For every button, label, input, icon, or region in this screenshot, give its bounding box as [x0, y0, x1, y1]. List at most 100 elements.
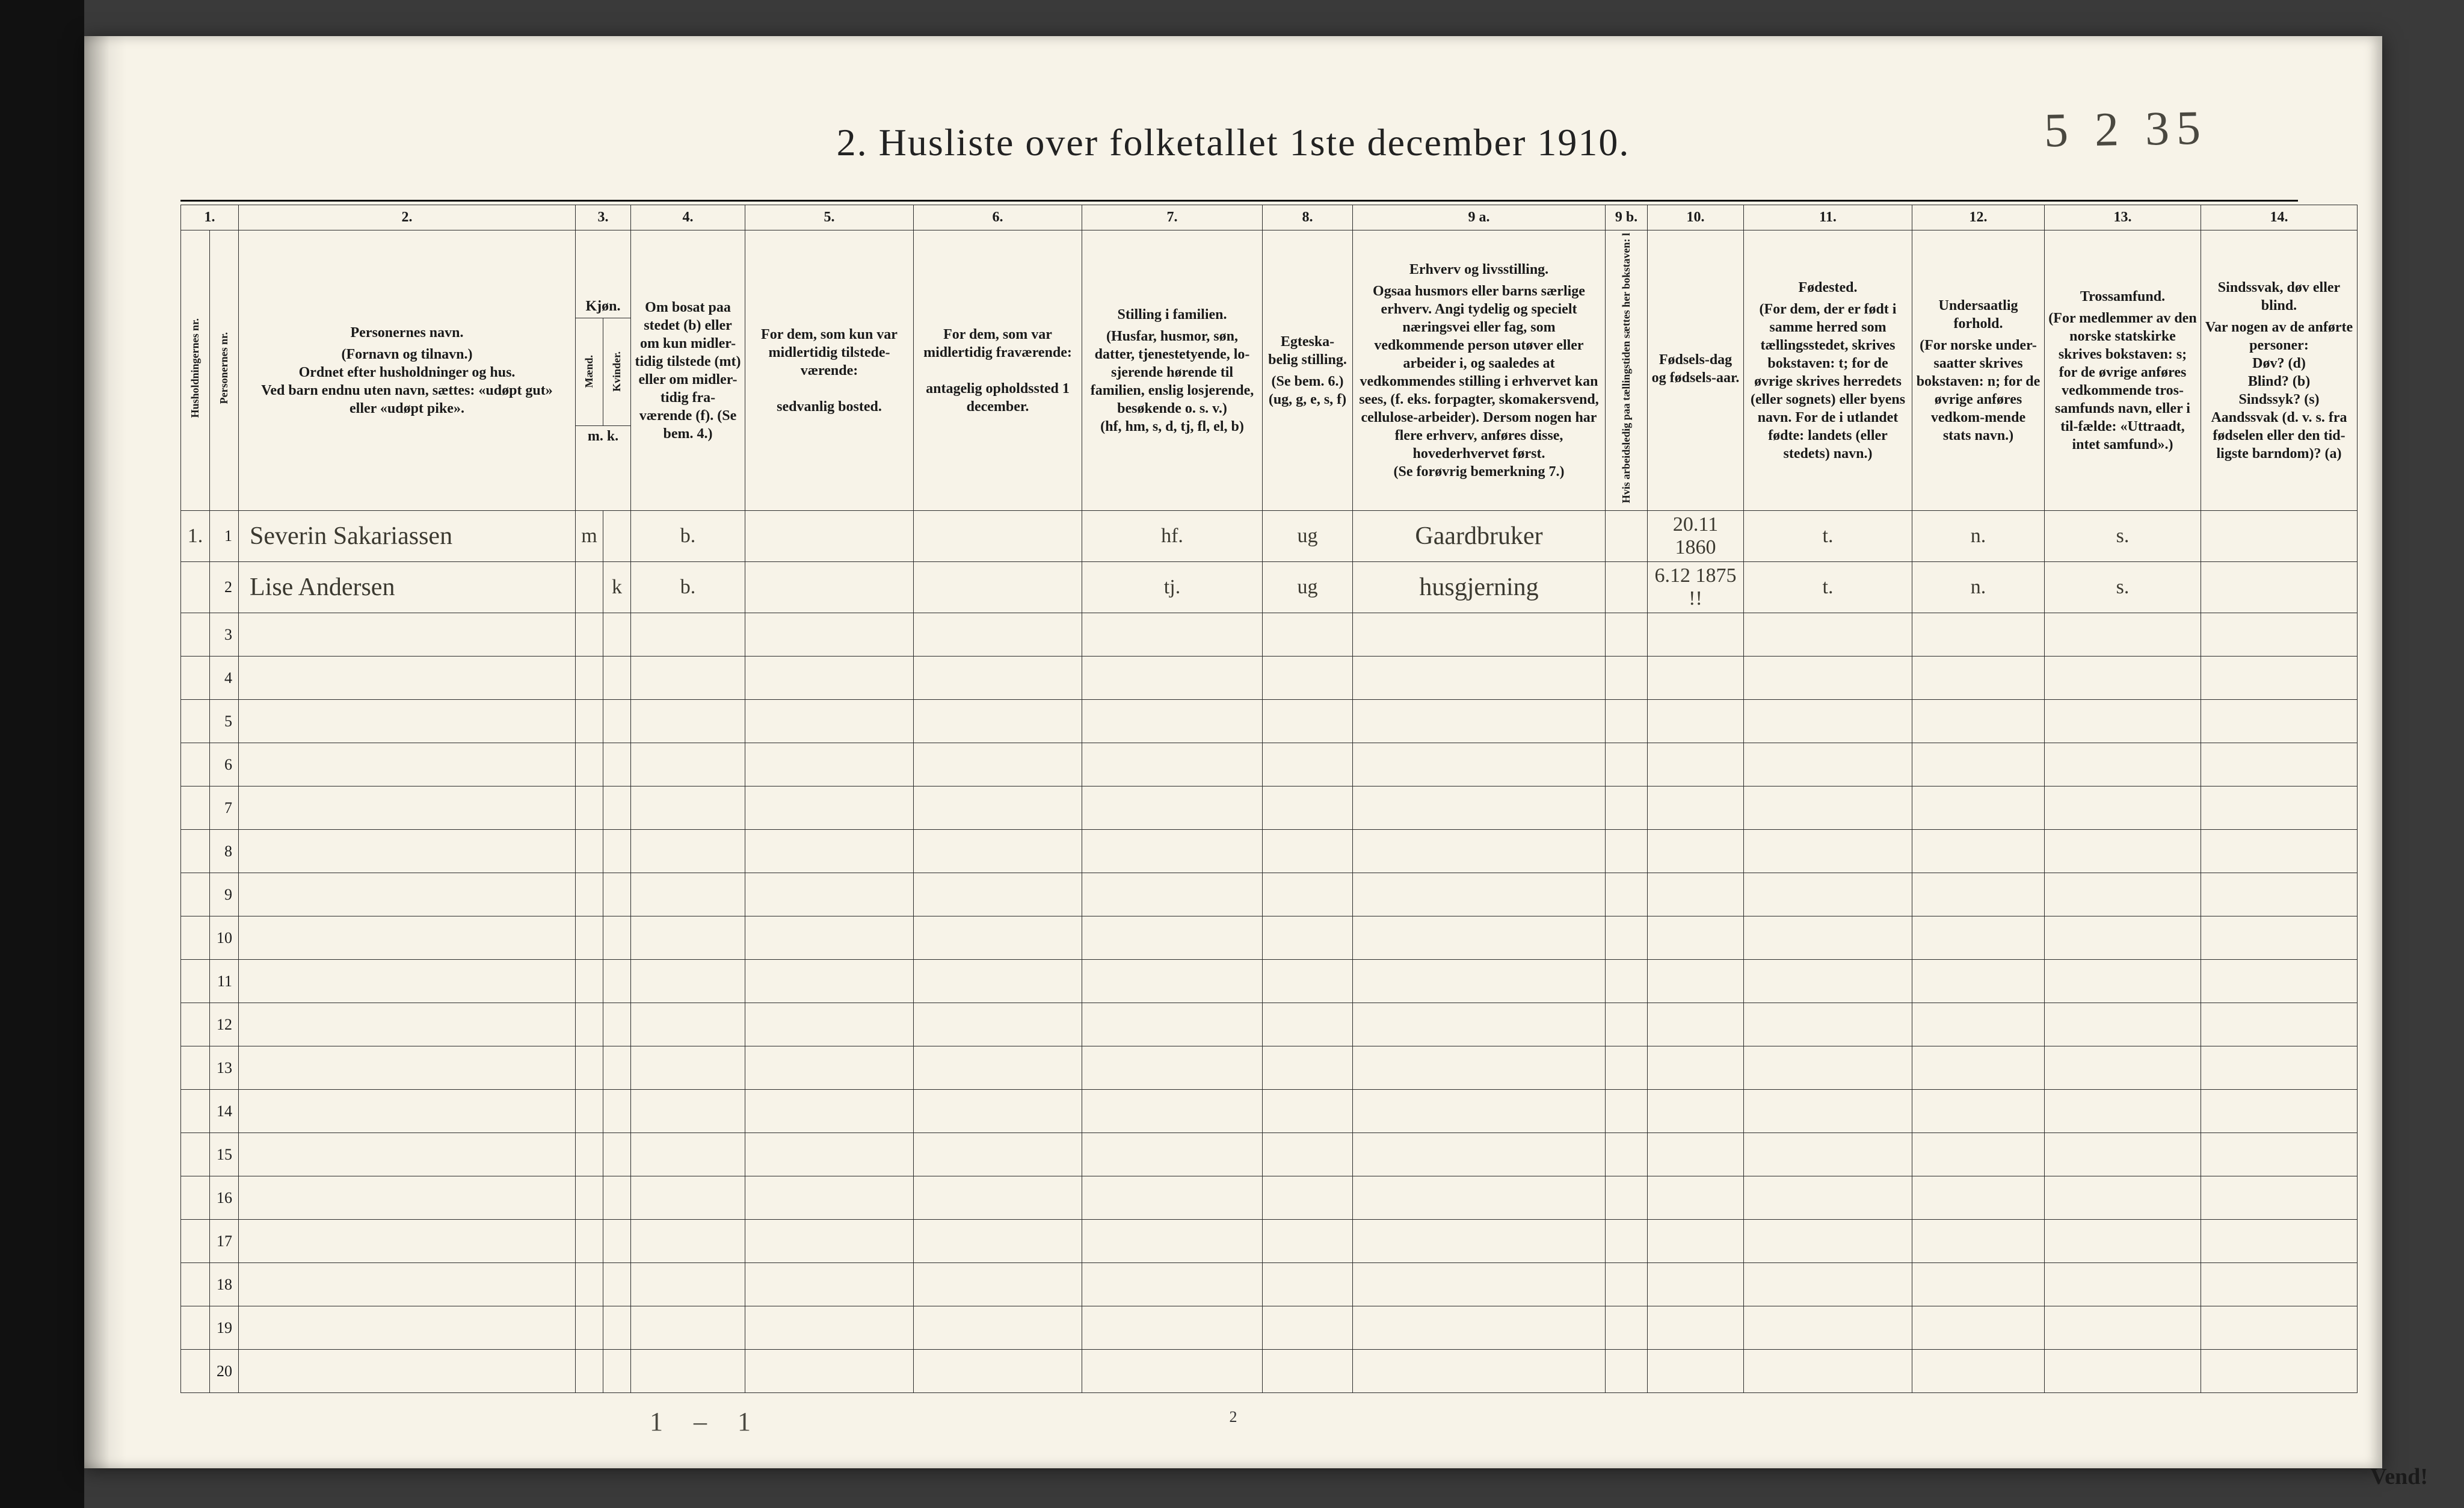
cell-household-number — [181, 916, 210, 960]
cell-erhverv — [1353, 657, 1606, 700]
cell-sex-male — [576, 700, 603, 743]
cell-fodested: t. — [1744, 562, 1912, 613]
cell-bosat — [631, 1046, 745, 1090]
cell-person-name — [239, 743, 576, 786]
cell-sex-female — [603, 1306, 631, 1350]
cell-opholdssted — [914, 830, 1082, 873]
hdr-3b-label: Kvinder. — [610, 351, 624, 392]
cell-sex-male — [576, 1350, 603, 1393]
cell-fodested — [1744, 960, 1912, 1003]
cell-egteskab — [1263, 916, 1353, 960]
cell-arbeidsledig — [1606, 1350, 1648, 1393]
cell-sex-male — [576, 830, 603, 873]
cell-stilling-familien — [1082, 1220, 1263, 1263]
cell-arbeidsledig — [1606, 1220, 1648, 1263]
cell-household-number — [181, 1046, 210, 1090]
cell-erhverv — [1353, 1176, 1606, 1220]
table-row: 16 — [181, 1176, 2358, 1220]
cell-person-number: 18 — [210, 1263, 239, 1306]
table-row: 20 — [181, 1350, 2358, 1393]
cell-household-number: 1. — [181, 511, 210, 562]
cell-household-number — [181, 1220, 210, 1263]
cell-fodselsdato — [1648, 873, 1744, 916]
cell-erhverv — [1353, 830, 1606, 873]
cell-sindssvak — [2201, 657, 2358, 700]
cell-sedvanlig-bosted — [745, 1350, 914, 1393]
cell-sindssvak — [2201, 960, 2358, 1003]
value-person-number: 7 — [224, 799, 232, 817]
hdr-11-body: (For dem, der er født i samme herred som… — [1751, 301, 1905, 462]
cell-sex-male — [576, 1306, 603, 1350]
cell-erhverv: Gaardbruker — [1353, 511, 1606, 562]
cell-sex-male — [576, 1090, 603, 1133]
cell-sindssvak — [2201, 1263, 2358, 1306]
cell-trossamfund — [2045, 830, 2201, 873]
cell-household-number — [181, 1176, 210, 1220]
hdr-3b: Kvinder. — [603, 318, 630, 425]
cell-arbeidsledig — [1606, 1176, 1648, 1220]
cell-arbeidsledig — [1606, 960, 1648, 1003]
cell-sindssvak — [2201, 743, 2358, 786]
cell-egteskab — [1263, 1220, 1353, 1263]
cell-fodselsdato — [1648, 1046, 1744, 1090]
cell-fodselsdato — [1648, 743, 1744, 786]
cell-arbeidsledig — [1606, 873, 1648, 916]
cell-fodselsdato — [1648, 830, 1744, 873]
cell-sedvanlig-bosted — [745, 786, 914, 830]
cell-sindssvak — [2201, 613, 2358, 657]
cell-egteskab — [1263, 1350, 1353, 1393]
hdr-14: Sindssvak, døv eller blind. Var nogen av… — [2201, 230, 2358, 511]
cell-bosat — [631, 1220, 745, 1263]
table-row: 10 — [181, 916, 2358, 960]
cell-opholdssted — [914, 511, 1082, 562]
cell-sex-female — [603, 1046, 631, 1090]
cell-arbeidsledig — [1606, 786, 1648, 830]
cell-person-number: 17 — [210, 1220, 239, 1263]
cell-sex-male — [576, 1003, 603, 1046]
table-row: 17 — [181, 1220, 2358, 1263]
cell-household-number — [181, 657, 210, 700]
coln-11: 11. — [1744, 205, 1912, 230]
hdr-13-body: (For medlemmer av den norske statskirke … — [2048, 311, 2196, 453]
cell-undersaat — [1912, 1090, 2045, 1133]
cell-person-name — [239, 1003, 576, 1046]
value-stilling-familien: hf. — [1161, 525, 1183, 547]
value-person-number: 15 — [217, 1146, 232, 1163]
cell-undersaat — [1912, 830, 2045, 873]
cell-household-number — [181, 700, 210, 743]
hdr-9b: Hvis arbeidsledig paa tællingstiden sætt… — [1606, 230, 1648, 511]
cell-fodested — [1744, 1046, 1912, 1090]
value-fodselsdato: 6.12 1875 !! — [1655, 564, 1737, 610]
cell-opholdssted — [914, 657, 1082, 700]
cell-person-name — [239, 786, 576, 830]
cell-sex-male — [576, 1046, 603, 1090]
cell-household-number — [181, 1350, 210, 1393]
cell-arbeidsledig — [1606, 657, 1648, 700]
cell-person-number: 20 — [210, 1350, 239, 1393]
cell-sindssvak — [2201, 1176, 2358, 1220]
coln-13: 13. — [2045, 205, 2201, 230]
hdr-1a-label: Husholdningernes nr. — [188, 318, 202, 418]
cell-sex-male: m — [576, 511, 603, 562]
cell-undersaat — [1912, 873, 2045, 916]
cell-egteskab — [1263, 1046, 1353, 1090]
cell-erhverv — [1353, 1003, 1606, 1046]
hdr-3-mk: m. k. — [576, 425, 630, 447]
cell-trossamfund: s. — [2045, 511, 2201, 562]
cell-sex-female — [603, 743, 631, 786]
cell-sindssvak — [2201, 1220, 2358, 1263]
value-fodested: t. — [1823, 525, 1834, 547]
cell-trossamfund: s. — [2045, 562, 2201, 613]
cell-fodselsdato — [1648, 960, 1744, 1003]
cell-undersaat — [1912, 700, 2045, 743]
cell-undersaat: n. — [1912, 511, 2045, 562]
hdr-8-body: (Se bem. 6.) (ug, g, e, s, f) — [1269, 374, 1346, 407]
cell-sex-male — [576, 1133, 603, 1176]
cell-egteskab — [1263, 657, 1353, 700]
cell-stilling-familien — [1082, 786, 1263, 830]
vend-label: Vend! — [2370, 1463, 2428, 1490]
cell-sedvanlig-bosted — [745, 1176, 914, 1220]
cell-household-number — [181, 1263, 210, 1306]
cell-arbeidsledig — [1606, 700, 1648, 743]
cell-arbeidsledig — [1606, 1306, 1648, 1350]
